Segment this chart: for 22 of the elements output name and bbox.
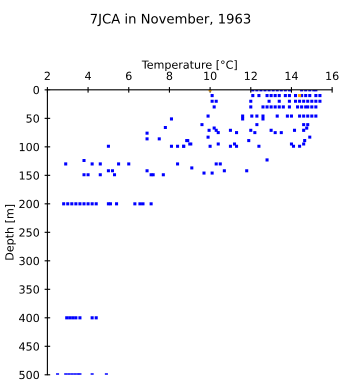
- x-tick-label: 6: [126, 72, 132, 80]
- y-axis-title: Depth [m]: [5, 204, 16, 260]
- y-tick-label: 250: [19, 228, 40, 237]
- x-tick-label: 2: [44, 72, 50, 80]
- x-tick-label: 14: [286, 72, 298, 80]
- y-tick-label: 150: [20, 171, 40, 180]
- y-tick-label: 400: [19, 314, 40, 322]
- x-tick-label: 12: [244, 72, 257, 80]
- y-tick-label: 200: [19, 200, 40, 208]
- y-tick-label: 300: [19, 256, 40, 266]
- y-tick-label: 450: [19, 342, 40, 351]
- y-tick-label: 0: [33, 86, 40, 94]
- y-tick-label: 500: [19, 370, 40, 380]
- y-tick-label: 350: [19, 285, 40, 294]
- x-tick-label: 16: [326, 72, 339, 80]
- x-tick-label: 10: [204, 72, 216, 80]
- y-tick-label: 100: [20, 142, 40, 152]
- x-tick-label: 8: [166, 72, 172, 80]
- y-tick-label: 50: [26, 114, 40, 123]
- chart-title: 7JCA in November, 1963: [90, 13, 250, 26]
- x-tick-label: 4: [85, 72, 91, 80]
- x-axis-title: Temperature [°C]: [142, 60, 237, 71]
